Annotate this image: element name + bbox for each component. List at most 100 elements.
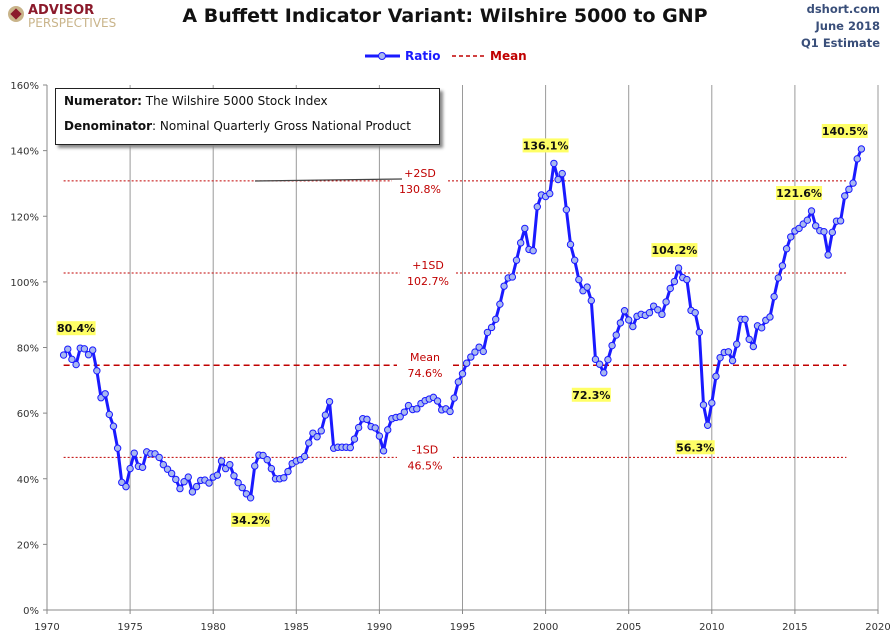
- ratio-point: [857, 145, 866, 153]
- ratio-point: [745, 335, 753, 343]
- y-tick-label: 40%: [17, 475, 39, 486]
- ratio-point: [849, 179, 857, 187]
- ratio-point: [803, 216, 812, 224]
- x-tick-label: 2005: [616, 622, 641, 633]
- ratio-point: [670, 277, 679, 286]
- legend-ratio-marker: [378, 52, 386, 60]
- ratio-point: [230, 472, 238, 480]
- x-tick-label: 1970: [34, 622, 59, 633]
- ratio-point: [604, 355, 612, 364]
- ratio-point: [674, 264, 683, 272]
- ratio-point: [811, 222, 820, 230]
- ratio-point: [80, 345, 89, 353]
- ratio-point: [787, 233, 795, 241]
- ratio-point: [446, 407, 454, 416]
- stray-gray-line: [254, 178, 403, 182]
- x-tick-label: 2010: [699, 622, 724, 633]
- ratio-point: [122, 482, 130, 491]
- ratio-point: [226, 460, 234, 469]
- ratio-point: [546, 189, 554, 198]
- y-tick-label: 140%: [10, 147, 39, 158]
- advisor-perspectives-logo: ADVISOR PERSPECTIVES: [8, 4, 116, 29]
- denominator-text: : Nominal Quarterly Gross National Produ…: [152, 119, 411, 133]
- data-label-highlight: [571, 387, 611, 402]
- ratio-point: [371, 424, 379, 432]
- ratio-point: [130, 449, 138, 457]
- ratio-point: [300, 452, 309, 461]
- ratio-point: [72, 360, 80, 369]
- ratio-point: [550, 159, 558, 168]
- ratio-point: [184, 473, 192, 481]
- ratio-point: [662, 298, 670, 306]
- ratio-point: [246, 494, 255, 502]
- ratio-point: [126, 464, 134, 473]
- y-tick-label: 0%: [23, 606, 39, 617]
- ratio-point: [533, 203, 541, 211]
- numerator-label: Numerator:: [64, 94, 142, 108]
- data-label-highlight: [675, 440, 715, 455]
- ratio-point: [666, 284, 674, 293]
- ratio-point: [733, 340, 741, 348]
- ratio-point: [267, 464, 276, 473]
- x-tick-label: 1995: [450, 622, 475, 633]
- ratio-point: [807, 207, 816, 215]
- ratio-point: [699, 401, 708, 409]
- ratio-point: [703, 421, 712, 429]
- ratio-point: [483, 328, 492, 337]
- ratio-point: [716, 353, 724, 362]
- y-tick-label: 60%: [17, 409, 39, 420]
- ratio-point: [217, 457, 226, 465]
- data-label-highlight: [522, 138, 569, 153]
- ratio-point: [749, 342, 758, 351]
- ratio-point: [280, 474, 288, 482]
- logo-line1: ADVISOR: [28, 3, 95, 18]
- ratio-point: [658, 310, 666, 319]
- ratio-point: [570, 256, 579, 264]
- ratio-point: [213, 471, 222, 479]
- ratio-point: [845, 185, 853, 194]
- ratio-point: [708, 399, 716, 407]
- ratio-point: [59, 351, 68, 359]
- x-tick-label: 2000: [533, 622, 558, 633]
- y-tick-label: 20%: [17, 540, 39, 551]
- ratio-point: [757, 324, 766, 332]
- ratio-point: [841, 192, 849, 200]
- ref-label-value: 74.6%: [408, 367, 443, 380]
- ratio-point: [824, 251, 832, 259]
- ratio-point: [413, 405, 421, 413]
- ratio-point: [454, 378, 463, 386]
- ratio-point: [321, 411, 330, 419]
- chart-title: A Buffett Indicator Variant: Wilshire 50…: [182, 5, 708, 27]
- ratio-point: [612, 331, 620, 339]
- data-label-highlight: [651, 243, 698, 258]
- ratio-point: [167, 469, 176, 478]
- ratio-point: [350, 435, 359, 443]
- ratio-point: [101, 390, 109, 398]
- ratio-point: [554, 175, 562, 184]
- ratio-point: [691, 309, 699, 317]
- ratio-point: [188, 488, 197, 496]
- ratio-point: [492, 315, 500, 323]
- y-tick-label: 80%: [17, 344, 39, 355]
- ratio-point: [109, 422, 118, 430]
- ratio-point: [782, 245, 791, 253]
- ref-label-name: +1SD: [412, 259, 444, 272]
- ratio-point: [575, 275, 583, 284]
- ratio-point: [620, 307, 629, 315]
- ratio-point: [512, 256, 521, 264]
- y-tick-label: 100%: [10, 278, 39, 289]
- ratio-point: [251, 462, 259, 470]
- ratio-point: [608, 341, 616, 350]
- ref-label-value: 102.7%: [407, 275, 449, 288]
- ratio-point: [172, 475, 180, 484]
- ratio-point: [93, 367, 101, 375]
- ratio-point: [467, 353, 475, 361]
- x-tick-label: 2015: [782, 622, 807, 633]
- ratio-point: [616, 319, 625, 327]
- source-site: dshort.com: [806, 2, 880, 16]
- x-tick-label: 2020: [865, 622, 890, 633]
- ratio-point: [778, 262, 787, 270]
- x-tick-label: 1980: [200, 622, 225, 633]
- ratio-point: [587, 296, 596, 305]
- source-estimate: Q1 Estimate: [801, 36, 880, 50]
